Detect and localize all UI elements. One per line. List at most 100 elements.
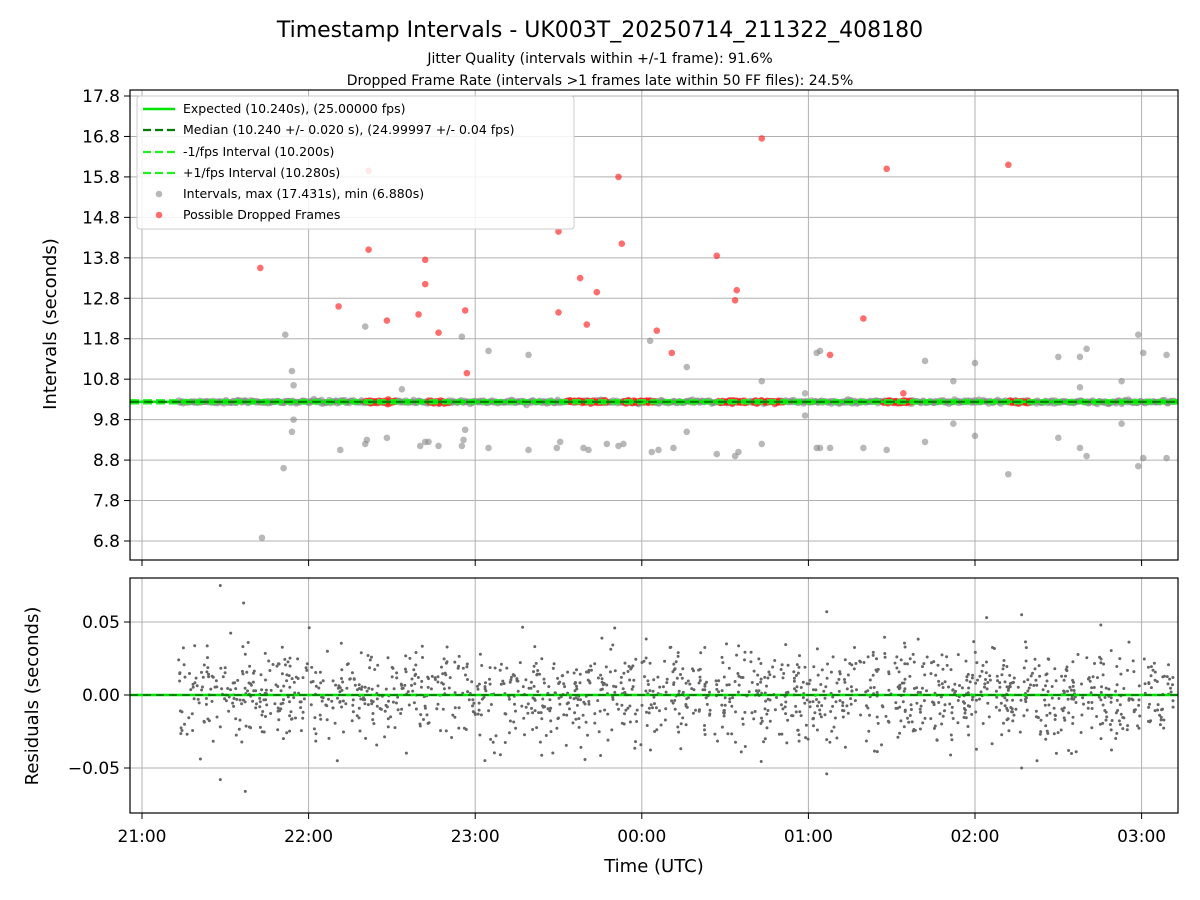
residual-point	[400, 687, 404, 690]
residual-point	[404, 751, 408, 755]
residual-point	[385, 705, 389, 709]
residual-point	[1118, 657, 1122, 661]
residual-point	[1151, 668, 1155, 672]
residual-point	[722, 711, 726, 715]
residual-point	[198, 757, 202, 761]
residual-point	[737, 644, 741, 648]
residual-point	[426, 721, 430, 725]
residual-point	[586, 733, 589, 737]
residual-point	[679, 722, 683, 726]
residual-point	[277, 718, 281, 722]
residual-point	[676, 725, 680, 729]
residual-point	[694, 708, 697, 712]
residual-point	[985, 616, 989, 620]
residual-point	[1101, 721, 1105, 725]
residual-point	[477, 701, 481, 705]
residual-point	[1159, 718, 1163, 722]
residual-point	[1062, 706, 1066, 710]
residual-point	[575, 668, 578, 672]
residual-point	[466, 678, 469, 681]
residual-point	[575, 684, 578, 688]
residual-point	[353, 683, 357, 687]
residual-point	[808, 700, 812, 704]
residual-point	[321, 679, 325, 683]
residual-point	[984, 678, 987, 681]
interval-outlier-point	[683, 428, 691, 436]
residual-point	[243, 686, 247, 690]
residual-point	[376, 684, 380, 688]
residual-point	[339, 641, 343, 645]
residual-point	[1046, 731, 1050, 735]
residual-point	[1087, 700, 1090, 704]
residual-point	[781, 707, 785, 711]
residual-point	[181, 646, 185, 650]
residual-point	[739, 750, 743, 754]
residual-point	[1169, 686, 1172, 690]
bottom-y-tick-label: −0.05	[68, 759, 120, 779]
top-y-tick-label: 11.8	[82, 330, 120, 350]
residual-point	[319, 681, 323, 685]
residual-point	[187, 716, 191, 720]
residual-point	[639, 743, 643, 747]
residual-point	[1171, 676, 1175, 679]
residual-point	[611, 698, 615, 701]
residual-point	[195, 684, 199, 688]
x-tick-label: 22:00	[284, 827, 333, 847]
residual-point	[299, 729, 303, 733]
residual-point	[941, 714, 945, 718]
top-y-tick-label: 13.8	[82, 249, 120, 269]
residual-point	[251, 680, 255, 684]
residual-point	[430, 674, 434, 678]
residual-point	[551, 666, 555, 670]
residual-point	[470, 680, 474, 684]
dropped-frame-point	[615, 173, 622, 181]
residual-point	[883, 635, 887, 639]
residual-point	[1098, 655, 1102, 659]
residual-point	[1114, 689, 1118, 693]
residual-point	[1108, 723, 1112, 726]
residual-point	[916, 637, 920, 641]
residual-point	[669, 645, 673, 649]
residual-point	[852, 667, 856, 671]
residual-point	[178, 679, 182, 683]
residual-point	[825, 676, 829, 680]
residual-point	[918, 707, 922, 711]
residual-point	[1008, 673, 1012, 677]
residual-point	[609, 647, 613, 651]
residual-point	[948, 702, 952, 706]
residual-point	[224, 699, 228, 703]
residual-point	[794, 689, 798, 693]
residual-point	[358, 729, 362, 733]
residual-point	[1121, 727, 1125, 731]
dropped-frame-point	[335, 303, 342, 310]
residual-point	[699, 651, 703, 655]
residual-point	[644, 637, 648, 641]
residual-point	[514, 726, 518, 730]
residual-point	[418, 722, 422, 726]
residual-point	[530, 706, 533, 710]
residual-point	[341, 680, 345, 684]
residual-point	[209, 687, 213, 691]
residual-point	[1118, 703, 1122, 707]
x-tick-label: 03:00	[1117, 827, 1166, 847]
residual-point	[1162, 718, 1166, 722]
residual-point	[765, 684, 768, 688]
residual-point	[635, 720, 639, 723]
dropped-frame-point	[826, 351, 834, 359]
residual-point	[652, 695, 656, 699]
residual-point	[575, 703, 579, 707]
residual-point	[412, 701, 416, 705]
residual-point	[805, 698, 809, 702]
residual-point	[314, 739, 318, 743]
residual-point	[1033, 657, 1037, 661]
residual-point	[1149, 674, 1153, 678]
residual-point	[453, 660, 457, 664]
residual-point	[1066, 697, 1070, 701]
residual-point	[704, 696, 708, 700]
residual-point	[727, 683, 731, 687]
x-tick-label: 02:00	[951, 827, 1000, 847]
residual-point	[419, 713, 423, 717]
residual-point	[419, 685, 423, 689]
residual-point	[183, 722, 186, 726]
residual-point	[288, 685, 292, 689]
